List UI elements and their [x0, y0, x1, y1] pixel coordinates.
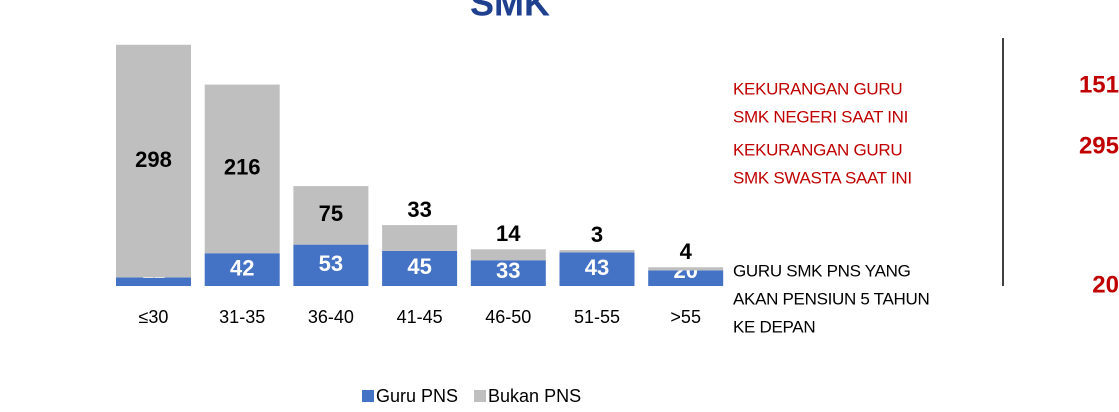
data-label: 4	[680, 239, 693, 264]
x-tick-label: >55	[670, 307, 701, 327]
annotation-text: GURU SMK PNS YANG	[733, 261, 911, 280]
x-tick-label: 41-45	[397, 307, 443, 327]
data-label: 45	[407, 254, 431, 279]
bar-segment	[559, 250, 635, 253]
bar-segment	[382, 250, 458, 286]
bar-segment	[116, 277, 191, 286]
annotation-text: AKAN PENSIUN 5 TAHUN	[733, 289, 929, 308]
data-label: 298	[135, 147, 172, 172]
annotation-text: KEKURANGAN GURU	[733, 140, 902, 159]
bar-segment	[204, 253, 280, 286]
chart-title: SMK	[470, 0, 550, 24]
data-label: 42	[230, 255, 254, 280]
annotation-text: KE DEPAN	[733, 317, 815, 336]
annotation-value: 20	[1092, 271, 1119, 298]
legend-swatch	[362, 390, 374, 402]
annotation-text: SMK SWASTA SAAT INI	[733, 168, 912, 187]
bar-segment	[559, 252, 635, 286]
annotation-value: 295	[1079, 132, 1119, 159]
bar-segment	[293, 244, 369, 286]
data-label: 33	[407, 197, 431, 222]
data-label: 14	[496, 221, 521, 246]
legend-label: Guru PNS	[376, 386, 458, 406]
annotation-text: KEKURANGAN GURU	[733, 79, 902, 98]
data-label: 3	[591, 222, 603, 247]
x-tick-label: 36-40	[308, 307, 354, 327]
bar-segment	[293, 186, 369, 245]
data-label: 33	[496, 258, 520, 283]
data-label: 216	[224, 155, 261, 180]
x-tick-label: 46-50	[485, 307, 531, 327]
data-label: 53	[319, 251, 343, 276]
bar-segment	[648, 267, 724, 271]
data-label: 43	[585, 255, 609, 280]
bar-segment	[116, 44, 191, 278]
legend-label: Bukan PNS	[488, 386, 581, 406]
bar-segment	[470, 249, 546, 261]
annotation-value: 151	[1079, 71, 1119, 98]
x-tick-label: 31-35	[219, 307, 265, 327]
x-tick-label: ≤30	[139, 307, 169, 327]
legend-swatch	[474, 390, 487, 402]
x-tick-label: 51-55	[574, 307, 620, 327]
bar-segment	[648, 270, 724, 286]
data-label: 75	[319, 201, 343, 226]
annotation-text: SMK NEGERI SAAT INI	[733, 107, 908, 126]
bar-segment	[470, 260, 546, 286]
bar-segment	[382, 225, 458, 251]
bar-segment	[204, 84, 280, 254]
